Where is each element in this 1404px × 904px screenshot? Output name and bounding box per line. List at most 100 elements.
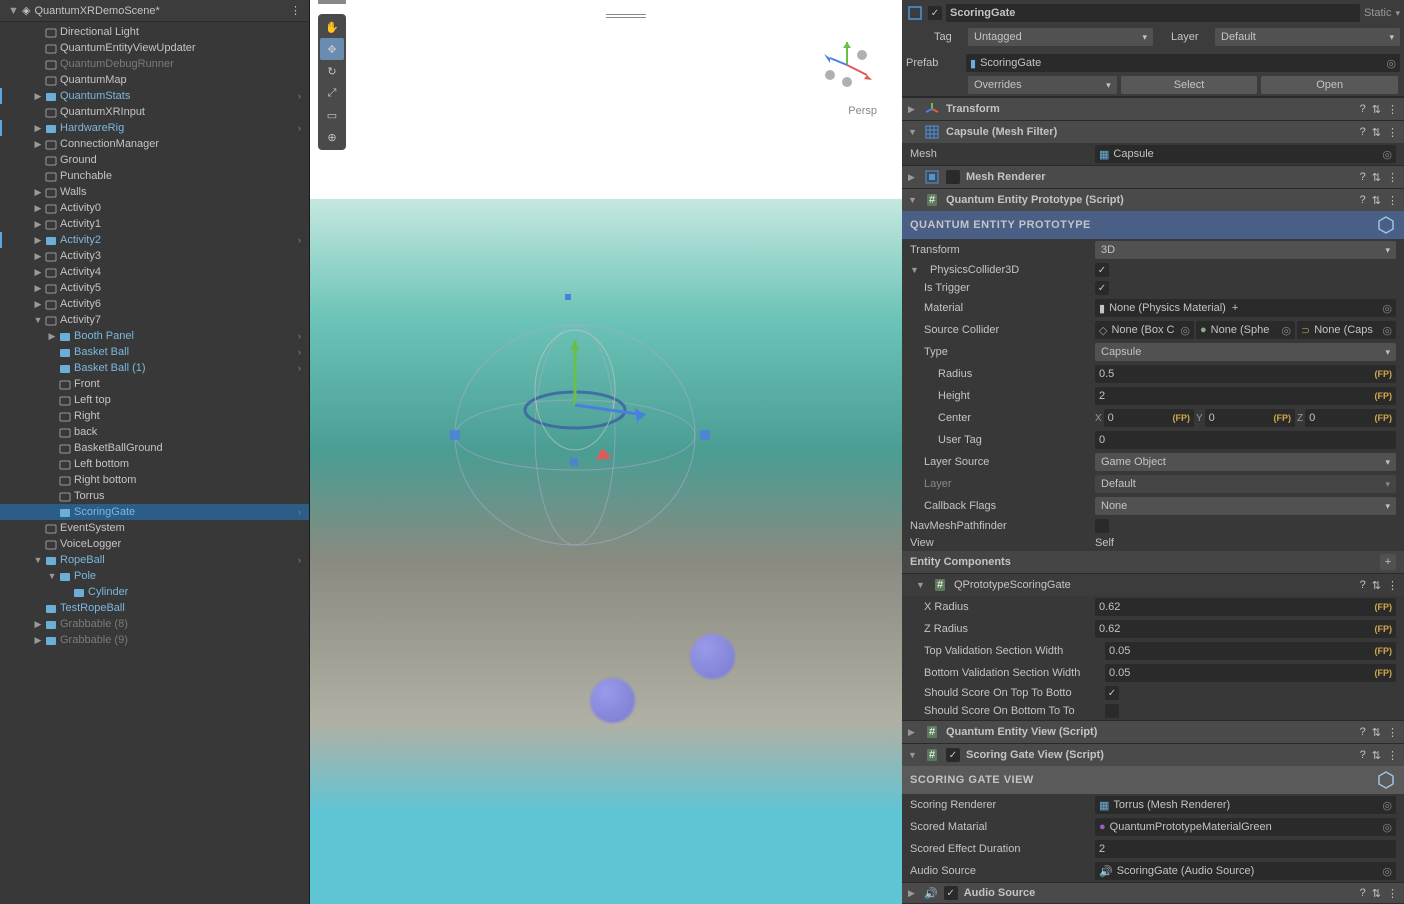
zradius-input[interactable]: 0.62(FP) [1095, 620, 1396, 638]
preset-icon[interactable]: ⇅ [1372, 887, 1381, 900]
foldout-icon[interactable]: ▶ [32, 139, 44, 150]
preset-icon[interactable]: ⇅ [1372, 126, 1381, 139]
hierarchy-item[interactable]: Left bottom [0, 456, 309, 472]
hierarchy-item[interactable]: ▶Activity5 [0, 280, 309, 296]
menu-icon[interactable]: ⋮ [1387, 887, 1398, 900]
hierarchy-item[interactable]: ▶Booth Panel› [0, 328, 309, 344]
rect-tool[interactable]: ▭ [320, 104, 344, 126]
topval-input[interactable]: 0.05(FP) [1105, 642, 1396, 660]
sgv-component[interactable]: ▼ # ✓ Scoring Gate View (Script) ?⇅⋮ [902, 743, 1404, 766]
menu-icon[interactable]: ⋮ [1387, 749, 1398, 762]
botval-input[interactable]: 0.05(FP) [1105, 664, 1396, 682]
perspective-label[interactable]: Persp [848, 105, 877, 117]
center-z-input[interactable]: 0(FP) [1305, 409, 1396, 427]
layer-dropdown[interactable]: Default [1215, 28, 1400, 46]
open-button[interactable]: Open [1261, 76, 1398, 94]
hierarchy-item[interactable]: ▶Activity4 [0, 264, 309, 280]
foldout-icon[interactable]: ▶ [32, 235, 44, 246]
scale-tool[interactable]: ⤢ [320, 82, 344, 104]
hierarchy-item[interactable]: ▶QuantumStats› [0, 88, 309, 104]
foldout-icon[interactable]: ▶ [32, 123, 44, 134]
hierarchy-item[interactable]: Cylinder [0, 584, 309, 600]
chevron-right-icon[interactable]: › [298, 507, 301, 517]
help-icon[interactable]: ? [1360, 887, 1366, 900]
hierarchy-item[interactable]: Right [0, 408, 309, 424]
help-icon[interactable]: ? [1360, 579, 1366, 592]
navmesh-checkbox[interactable] [1095, 519, 1109, 533]
foldout-icon[interactable]: ▶ [908, 104, 918, 115]
hierarchy-item[interactable]: QuantumMap [0, 72, 309, 88]
preset-icon[interactable]: ⇅ [1372, 749, 1381, 762]
menu-icon[interactable]: ⋮ [1387, 726, 1398, 739]
scene-grab-handle[interactable] [606, 14, 646, 18]
height-input[interactable]: 2(FP) [1095, 387, 1396, 405]
select-button[interactable]: Select [1121, 76, 1258, 94]
foldout-icon[interactable]: ▶ [908, 172, 918, 183]
hierarchy-item[interactable]: QuantumEntityViewUpdater [0, 40, 309, 56]
chevron-right-icon[interactable]: › [298, 347, 301, 357]
hierarchy-item[interactable]: ▶Activity2› [0, 232, 309, 248]
help-icon[interactable]: ? [1360, 194, 1366, 207]
rotate-tool[interactable]: ↻ [320, 60, 344, 82]
foldout-icon[interactable]: ▶ [908, 888, 918, 899]
radius-input[interactable]: 0.5(FP) [1095, 365, 1396, 383]
foldout-icon[interactable]: ▶ [46, 331, 58, 342]
type-dropdown[interactable]: Capsule [1095, 343, 1396, 361]
hierarchy-item[interactable]: ▶Activity3 [0, 248, 309, 264]
handle-top[interactable] [565, 294, 571, 300]
hierarchy-item[interactable]: TestRopeBall [0, 600, 309, 616]
help-icon[interactable]: ? [1360, 103, 1366, 116]
hierarchy-item[interactable]: QuantumDebugRunner [0, 56, 309, 72]
qev-component[interactable]: ▶ # Quantum Entity View (Script) ?⇅⋮ [902, 720, 1404, 743]
foldout-icon[interactable]: ▶ [908, 727, 918, 738]
hierarchy-item[interactable]: ▼Activity7 [0, 312, 309, 328]
foldout-icon[interactable]: ▼ [908, 750, 918, 760]
foldout-icon[interactable]: ▶ [32, 299, 44, 310]
scoringrenderer-field[interactable]: ▦Torrus (Mesh Renderer)◎ [1095, 796, 1396, 814]
foldout-icon[interactable]: ▶ [32, 203, 44, 214]
meshfilter-component[interactable]: ▼ Capsule (Mesh Filter) ?⇅⋮ [902, 120, 1404, 143]
hierarchy-item[interactable]: Basket Ball› [0, 344, 309, 360]
foldout-icon[interactable]: ▼ [32, 315, 44, 325]
scene-gizmo[interactable] [812, 30, 882, 100]
foldout-icon[interactable]: ▼ [32, 555, 44, 565]
menu-icon[interactable]: ⋮ [290, 4, 301, 17]
layersource-dropdown[interactable]: Game Object [1095, 453, 1396, 471]
callback-dropdown[interactable]: None [1095, 497, 1396, 515]
chevron-right-icon[interactable]: › [298, 555, 301, 565]
chevron-right-icon[interactable]: › [298, 123, 301, 133]
enable-checkbox[interactable]: ✓ [944, 886, 958, 900]
transform-component[interactable]: ▶ Transform ?⇅⋮ [902, 97, 1404, 120]
enable-checkbox[interactable] [946, 170, 960, 184]
istrigger-checkbox[interactable]: ✓ [1095, 281, 1109, 295]
preset-icon[interactable]: ⇅ [1372, 726, 1381, 739]
hand-tool[interactable]: ✋ [320, 16, 344, 38]
chevron-right-icon[interactable]: › [298, 235, 301, 245]
foldout-icon[interactable]: ▼ [908, 195, 918, 205]
hierarchy-item[interactable]: BasketBallGround [0, 440, 309, 456]
material-field[interactable]: ▮None (Physics Material)◎+ [1095, 299, 1396, 317]
prefab-field[interactable]: ▮ ScoringGate ◎ [966, 54, 1400, 72]
hierarchy-item[interactable]: Left top [0, 392, 309, 408]
foldout-icon[interactable]: ▶ [32, 187, 44, 198]
help-icon[interactable]: ? [1360, 126, 1366, 139]
preset-icon[interactable]: ⇅ [1372, 579, 1381, 592]
foldout-icon[interactable]: ▼ [46, 571, 58, 581]
foldout-icon[interactable]: ▶ [32, 619, 44, 630]
qproto-header[interactable]: ▼ # QPrototypeScoringGate ?⇅⋮ [902, 573, 1404, 596]
object-name-input[interactable]: ScoringGate [946, 4, 1360, 22]
hierarchy-item[interactable]: Front [0, 376, 309, 392]
physcol-label[interactable]: ▼ PhysicsCollider3D [910, 264, 1095, 276]
menu-icon[interactable]: ⋮ [1387, 126, 1398, 139]
hierarchy-item[interactable]: Ground [0, 152, 309, 168]
chevron-right-icon[interactable]: › [298, 91, 301, 101]
scoreddur-input[interactable]: 2 [1095, 840, 1396, 858]
qep-transform-dropdown[interactable]: 3D [1095, 241, 1396, 259]
srccol-box[interactable]: ◇None (Box C◎ [1095, 321, 1194, 339]
qep-component[interactable]: ▼ # Quantum Entity Prototype (Script) ?⇅… [902, 188, 1404, 211]
hierarchy-item[interactable]: ▶HardwareRig› [0, 120, 309, 136]
usertag-input[interactable]: 0 [1095, 431, 1396, 449]
menu-icon[interactable]: ⋮ [1387, 103, 1398, 116]
foldout-icon[interactable]: ▶ [32, 267, 44, 278]
foldout-icon[interactable]: ▶ [32, 251, 44, 262]
